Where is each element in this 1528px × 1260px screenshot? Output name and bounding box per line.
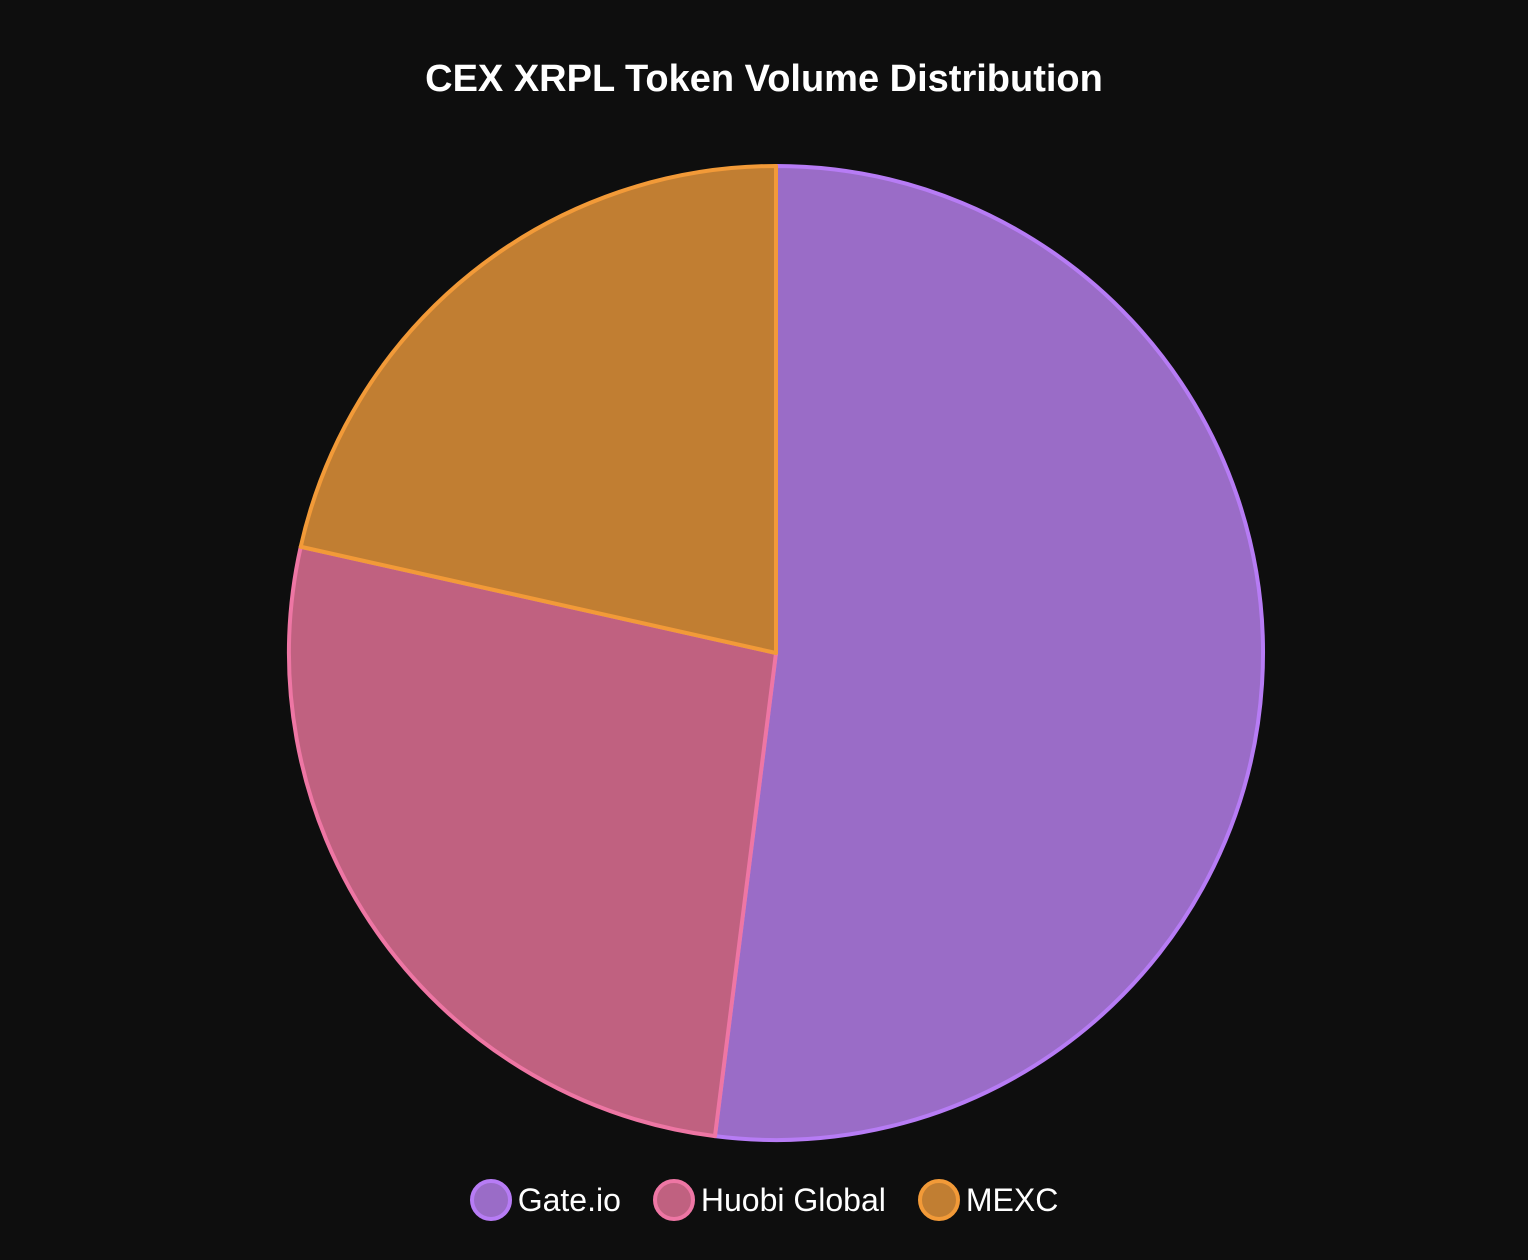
pie-slice-gate-io[interactable] (712, 164, 1265, 1142)
legend-swatch (652, 1179, 695, 1221)
pie-slice-mexc[interactable] (298, 164, 778, 655)
legend-label: Huobi Global (700, 1182, 886, 1218)
pie-slices (287, 164, 1265, 1142)
legend-label: MEXC (965, 1182, 1059, 1218)
legend-swatch (469, 1179, 512, 1221)
chart-title: CEX XRPL Token Volume Distribution (425, 58, 1103, 100)
legend: Gate.io Huobi Global MEXC (0, 1172, 1528, 1228)
legend-label: Gate.io (517, 1182, 621, 1218)
legend-item-gate-io[interactable]: Gate.io (469, 1179, 621, 1221)
legend-item-huobi-global[interactable]: Huobi Global (652, 1179, 886, 1221)
pie-slice-huobi-global[interactable] (287, 544, 778, 1139)
legend-swatch (917, 1179, 960, 1221)
legend-item-mexc[interactable]: MEXC (917, 1179, 1059, 1221)
